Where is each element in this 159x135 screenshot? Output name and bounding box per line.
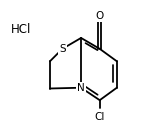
Text: HCl: HCl [11,23,31,36]
Text: S: S [59,44,66,54]
Text: N: N [77,83,85,93]
Text: O: O [96,11,104,21]
Text: Cl: Cl [95,112,105,122]
